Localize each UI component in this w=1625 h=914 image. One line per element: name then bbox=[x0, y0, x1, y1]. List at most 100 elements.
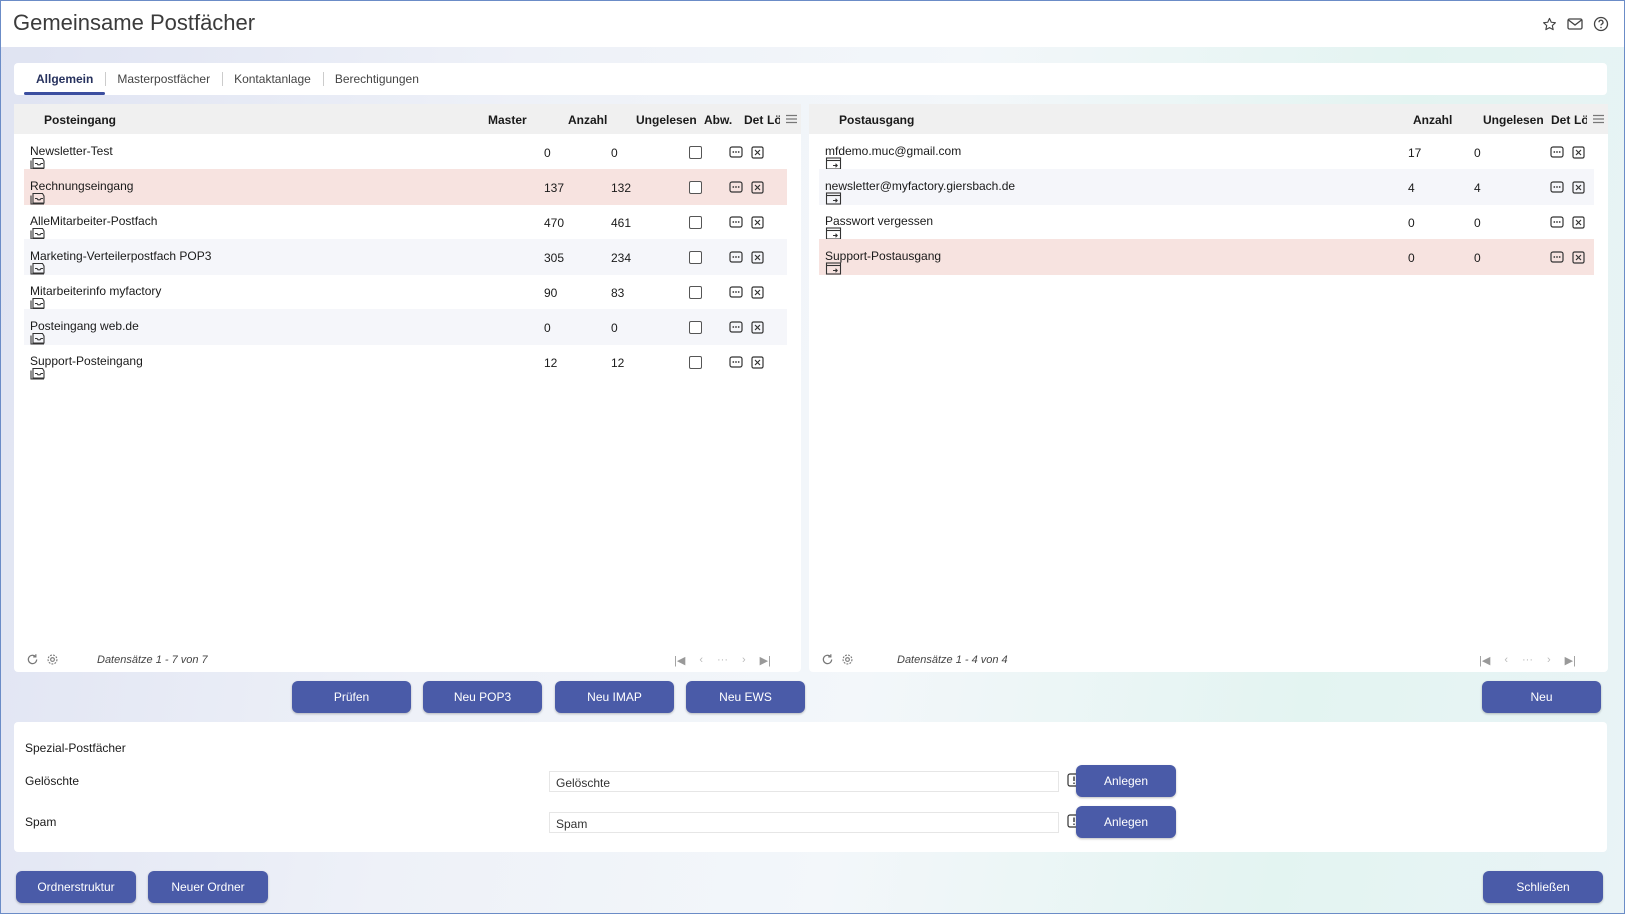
details-icon[interactable] bbox=[1550, 181, 1564, 196]
details-icon[interactable] bbox=[1550, 216, 1564, 231]
delete-icon[interactable] bbox=[751, 286, 764, 302]
delete-icon[interactable] bbox=[751, 181, 764, 197]
abw-checkbox[interactable] bbox=[689, 146, 702, 159]
delete-icon[interactable] bbox=[751, 146, 764, 162]
neu-pop3-button[interactable]: Neu POP3 bbox=[423, 681, 542, 713]
column-header-det[interactable]: Det bbox=[1551, 113, 1571, 127]
column-header-posteingang[interactable]: Posteingang bbox=[44, 113, 117, 127]
details-icon[interactable] bbox=[729, 286, 743, 301]
refresh-icon[interactable] bbox=[821, 653, 834, 669]
neu-imap-button[interactable]: Neu IMAP bbox=[555, 681, 674, 713]
settings-icon[interactable] bbox=[841, 653, 854, 669]
spam-anlegen-button[interactable]: Anlegen bbox=[1076, 806, 1176, 838]
tab-masterpostfaecher[interactable]: Masterpostfächer bbox=[105, 63, 222, 95]
geloeschte-anlegen-button[interactable]: Anlegen bbox=[1076, 765, 1176, 797]
column-header-loeschen[interactable]: Lö bbox=[1574, 113, 1587, 127]
tab-berechtigungen[interactable]: Berechtigungen bbox=[322, 63, 431, 95]
count-cell: 137 bbox=[544, 181, 565, 195]
column-header-abw[interactable]: Abw. bbox=[704, 113, 733, 127]
column-header-det[interactable]: Det bbox=[744, 113, 764, 127]
prev-page-icon[interactable]: ‹ bbox=[1504, 654, 1508, 666]
mail-icon[interactable] bbox=[1566, 15, 1584, 33]
tab-kontaktanlage[interactable]: Kontaktanlage bbox=[222, 63, 323, 95]
column-menu-icon[interactable] bbox=[1593, 113, 1604, 127]
neu-ews-button[interactable]: Neu EWS bbox=[686, 681, 805, 713]
table-row[interactable]: Passwort vergessen 0 0 bbox=[819, 204, 1594, 240]
table-row[interactable]: Rechnungseingang 137 132 bbox=[24, 169, 787, 205]
first-page-icon[interactable]: |◀ bbox=[674, 655, 686, 667]
abw-checkbox[interactable] bbox=[689, 286, 702, 299]
column-header-anzahl[interactable]: Anzahl bbox=[1413, 113, 1453, 127]
spam-field[interactable]: Spam bbox=[549, 812, 1059, 833]
delete-icon[interactable] bbox=[1572, 146, 1585, 162]
abw-checkbox[interactable] bbox=[689, 251, 702, 264]
row-name-cell: Support-Posteingang bbox=[30, 354, 143, 380]
delete-icon[interactable] bbox=[751, 356, 764, 372]
table-row[interactable]: Marketing-Verteilerpostfach POP3 305 234 bbox=[24, 239, 787, 275]
abw-checkbox[interactable] bbox=[689, 216, 702, 229]
inbox-record-info: Datensätze 1 - 7 von 7 bbox=[97, 654, 208, 666]
details-icon[interactable] bbox=[729, 356, 743, 371]
last-page-icon[interactable]: ▶| bbox=[1564, 655, 1576, 667]
table-row[interactable]: mfdemo.muc@gmail.com 17 0 bbox=[819, 134, 1594, 170]
details-icon[interactable] bbox=[1550, 146, 1564, 161]
column-header-anzahl[interactable]: Anzahl bbox=[568, 113, 608, 127]
mailbox-name: newsletter@myfactory.giersbach.de bbox=[825, 179, 1016, 193]
details-icon[interactable] bbox=[729, 251, 743, 266]
abw-checkbox[interactable] bbox=[689, 321, 702, 334]
column-menu-icon[interactable] bbox=[786, 113, 797, 127]
prev-page-icon[interactable]: ‹ bbox=[699, 654, 703, 666]
delete-icon[interactable] bbox=[1572, 216, 1585, 232]
count-cell: 0 bbox=[1408, 216, 1415, 230]
column-header-ungelesen[interactable]: Ungelesen bbox=[636, 113, 697, 127]
abw-checkbox[interactable] bbox=[689, 181, 702, 194]
abw-checkbox[interactable] bbox=[689, 356, 702, 369]
table-row[interactable]: newsletter@myfactory.giersbach.de 4 4 bbox=[819, 169, 1594, 205]
settings-icon[interactable] bbox=[46, 653, 59, 669]
details-icon[interactable] bbox=[1550, 251, 1564, 266]
ordnerstruktur-button[interactable]: Ordnerstruktur bbox=[16, 871, 136, 903]
star-icon[interactable] bbox=[1540, 15, 1558, 33]
first-page-icon[interactable]: |◀ bbox=[1479, 655, 1491, 667]
last-page-icon[interactable]: ▶| bbox=[759, 655, 771, 667]
neu-button[interactable]: Neu bbox=[1482, 681, 1601, 713]
table-row[interactable]: Newsletter-Test 0 0 bbox=[24, 134, 787, 170]
column-header-master[interactable]: Master bbox=[488, 113, 527, 127]
inbox-folder-icon bbox=[30, 366, 47, 384]
neuer-ordner-button[interactable]: Neuer Ordner bbox=[148, 871, 268, 903]
delete-icon[interactable] bbox=[1572, 251, 1585, 267]
geloeschte-label: Gelöschte bbox=[25, 774, 80, 788]
next-page-icon[interactable]: › bbox=[742, 654, 746, 666]
details-icon[interactable] bbox=[729, 146, 743, 161]
table-row[interactable]: AlleMitarbeiter-Postfach 470 461 bbox=[24, 204, 787, 240]
count-cell: 0 bbox=[544, 321, 551, 335]
details-icon[interactable] bbox=[729, 181, 743, 196]
table-row[interactable]: Support-Posteingang 12 12 bbox=[24, 344, 787, 380]
delete-icon[interactable] bbox=[751, 321, 764, 337]
table-row[interactable]: Posteingang web.de 0 0 bbox=[24, 309, 787, 345]
column-header-ungelesen[interactable]: Ungelesen bbox=[1483, 113, 1544, 127]
delete-icon[interactable] bbox=[1572, 181, 1585, 197]
unread-cell: 4 bbox=[1474, 181, 1481, 195]
count-cell: 470 bbox=[544, 216, 565, 230]
tab-bar: Allgemein Masterpostfächer Kontaktanlage… bbox=[14, 63, 1607, 95]
delete-icon[interactable] bbox=[751, 216, 764, 232]
refresh-icon[interactable] bbox=[26, 653, 39, 669]
unread-cell: 0 bbox=[611, 146, 618, 160]
details-icon[interactable] bbox=[729, 321, 743, 336]
column-header-loeschen[interactable]: Lö bbox=[767, 113, 780, 127]
mailbox-name: Marketing-Verteilerpostfach POP3 bbox=[30, 249, 212, 263]
unread-cell: 12 bbox=[611, 356, 625, 370]
column-header-postausgang[interactable]: Postausgang bbox=[839, 113, 915, 127]
next-page-icon[interactable]: › bbox=[1547, 654, 1551, 666]
schliessen-button[interactable]: Schließen bbox=[1483, 871, 1603, 903]
delete-icon[interactable] bbox=[751, 251, 764, 267]
geloeschte-field[interactable]: Gelöschte bbox=[549, 771, 1059, 792]
table-row[interactable]: Support-Postausgang 0 0 bbox=[819, 239, 1594, 275]
details-icon[interactable] bbox=[729, 216, 743, 231]
tab-allgemein[interactable]: Allgemein bbox=[24, 63, 106, 95]
help-icon[interactable] bbox=[1592, 15, 1610, 33]
title-icons bbox=[1540, 15, 1610, 33]
pruefen-button[interactable]: Prüfen bbox=[292, 681, 411, 713]
table-row[interactable]: Mitarbeiterinfo myfactory 90 83 bbox=[24, 274, 787, 310]
